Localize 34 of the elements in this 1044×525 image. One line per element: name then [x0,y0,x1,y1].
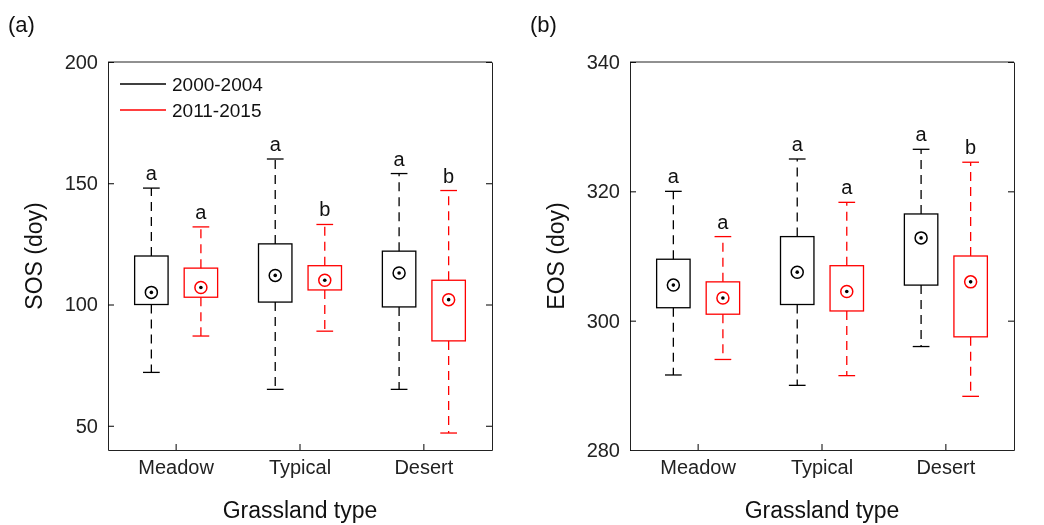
annotation: a [667,165,680,188]
annotation: a [717,210,730,233]
x-tick-label: Desert [394,456,454,479]
annotation: b [965,136,977,159]
chart-title: (b) [530,12,557,37]
x-tick-label: Desert [916,456,976,479]
y-tick-label: 320 [586,180,620,203]
annotation: a [195,200,208,223]
x-tick-label: Typical [790,456,854,479]
x-axis-title: Grassland type [744,497,900,523]
x-tick-label: Meadow [660,456,737,479]
y-tick-label: 50 [75,414,98,437]
annotation: a [915,123,928,146]
x-tick-label: Meadow [138,456,215,479]
annotation: b [319,198,331,221]
y-tick-label: 100 [64,293,98,316]
legend-label: 2000-2004 [172,74,264,95]
annotation: a [841,176,854,199]
y-axis-title: EOS (doy) [543,202,569,310]
y-tick-label: 340 [586,50,620,73]
legend-label: 2011-2015 [172,100,262,121]
x-tick-label: Typical [268,456,332,479]
y-tick-label: 200 [64,50,98,73]
annotation: a [791,133,804,155]
y-axis-title: SOS (doy) [21,202,47,310]
y-tick-label: 280 [586,438,620,461]
y-tick-label: 150 [64,172,98,195]
annotation: a [145,162,158,185]
x-axis-title: Grassland type [222,497,378,523]
annotation: a [393,147,406,170]
chart-title: (a) [8,12,35,37]
annotation: a [269,133,282,155]
y-tick-label: 300 [586,309,620,332]
annotation: b [443,164,455,187]
